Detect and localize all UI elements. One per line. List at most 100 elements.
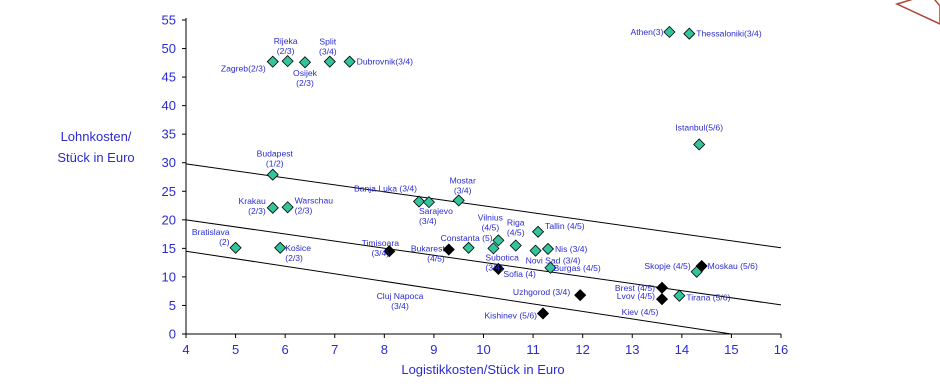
green-diamond-point [544, 261, 557, 274]
green-diamond-point [229, 241, 242, 254]
point-label: Sofia (4) [503, 269, 536, 279]
x-tick-label: 4 [182, 342, 189, 357]
reference-lines [185, 163, 782, 335]
point-label: Moskau (5/6) [708, 261, 758, 271]
x-tick-label: 13 [625, 342, 639, 357]
x-tick-label: 5 [232, 342, 239, 357]
green-diamond-point [509, 239, 522, 252]
y-tick-label: 40 [162, 98, 176, 113]
point-label: Warschau [295, 195, 334, 205]
point-label: Timisoara [362, 238, 400, 248]
point-label: (2/3) [285, 253, 303, 263]
x-tick-label: 9 [430, 342, 437, 357]
x-tick-label: 7 [331, 342, 338, 357]
green-diamond-point [492, 234, 505, 247]
point-label: (3/4) [319, 47, 337, 57]
black-diamond-point [574, 289, 587, 302]
green-diamond-point [663, 25, 676, 39]
point-label: (3/4) [454, 185, 472, 195]
green-diamond-point [683, 27, 696, 40]
point-label: Osijek [293, 68, 318, 78]
green-diamond-point [266, 55, 279, 68]
point-label: Dubrovnik(3/4) [357, 57, 413, 67]
corner-stamp [894, 0, 940, 25]
y-tick-label: 55 [162, 13, 176, 28]
point-label: (3/4) [391, 301, 409, 311]
black-diamond-point [442, 243, 455, 256]
y-tick-label: 45 [162, 70, 176, 85]
point-label: Uzhgorod (3/4) [513, 287, 570, 297]
x-tick-label: 6 [282, 342, 289, 357]
green-diamond-point [281, 55, 294, 68]
point-label: Nis (3/4) [555, 244, 588, 254]
point-label: Brest (4/5) [615, 283, 655, 293]
point-label: Novi Sad (3/4) [526, 256, 581, 266]
point-label: Riga [507, 218, 525, 228]
green-diamond-point [541, 242, 555, 256]
green-diamond-point [343, 55, 356, 68]
point-label: Sarajevo [419, 206, 453, 216]
point-label: (4/5) [507, 228, 525, 238]
black-diamond-point [695, 259, 708, 273]
stamp-border [894, 0, 940, 25]
reference-line [185, 250, 732, 335]
point-label: Zagreb(2/3) [221, 64, 266, 74]
point-label: (4/5) [427, 254, 445, 264]
reference-line [185, 219, 782, 306]
point-label: (4/5) [482, 222, 500, 232]
point-label: (1/2) [266, 159, 284, 169]
green-diamond-point [422, 196, 436, 209]
point-label: Istanbul(5/6) [675, 122, 723, 132]
green-diamond-point [487, 242, 500, 255]
point-label: Bukarest [411, 244, 446, 254]
y-tick-label: 35 [162, 127, 176, 142]
y-tick-label: 25 [162, 184, 176, 199]
point-label: (2/3) [296, 78, 314, 88]
point-label: Skopje (4/5) [644, 261, 690, 271]
y-tick-label: 15 [162, 241, 176, 256]
green-diamond-point [266, 201, 279, 214]
point-label: Lvov (4/5) [617, 291, 655, 301]
point-label: Krakau [239, 196, 266, 206]
axes [182, 18, 782, 338]
point-label: Mostar [450, 175, 476, 185]
data-points [229, 25, 708, 320]
point-label: Banja Luka (3/4) [354, 184, 417, 194]
x-tick-label: 12 [575, 342, 589, 357]
x-axis-title: Logistikkosten/Stück in Euro [401, 362, 564, 377]
black-diamond-point [492, 262, 505, 275]
x-tick-label: 16 [774, 342, 788, 357]
green-diamond-point [452, 194, 465, 207]
y-tick-label: 5 [169, 298, 176, 313]
green-diamond-point [266, 168, 279, 181]
y-tick-label: 50 [162, 41, 176, 56]
point-label: Burgas (4/5) [553, 263, 600, 273]
green-diamond-point [298, 56, 312, 69]
y-tick-label: 10 [162, 269, 176, 284]
y-axis-title-line-1: Lohnkosten/ [61, 129, 132, 144]
x-tick-label: 10 [476, 342, 490, 357]
x-tick-labels: 4 5 6 7 8 9 10 11 12 13 14 15 16 [182, 342, 788, 357]
green-diamond-point [274, 241, 287, 254]
green-diamond-point [529, 244, 542, 257]
point-label: Constanta (5) [441, 233, 493, 243]
black-diamond-point [383, 245, 396, 258]
point-label: Budapest [257, 149, 294, 159]
point-label: (2) [219, 237, 230, 247]
x-tick-label: 14 [675, 342, 689, 357]
y-tick-label: 20 [162, 212, 176, 227]
point-label: Cluj Napoca [377, 291, 424, 301]
x-tick-label: 15 [724, 342, 738, 357]
point-label: (2/3) [295, 205, 313, 215]
green-diamond-point [693, 138, 706, 151]
y-tick-label: 30 [162, 155, 176, 170]
y-tick-label: 0 [169, 327, 176, 342]
point-label: (3/4) [419, 216, 437, 226]
point-label: Thessaloniki(3/4) [696, 29, 762, 39]
point-label: (2/3) [277, 46, 295, 56]
point-label: Split [319, 37, 336, 47]
black-diamond-point [655, 293, 669, 306]
y-tick-labels: 0 5 10 15 20 25 30 35 40 45 50 55 [162, 13, 176, 342]
